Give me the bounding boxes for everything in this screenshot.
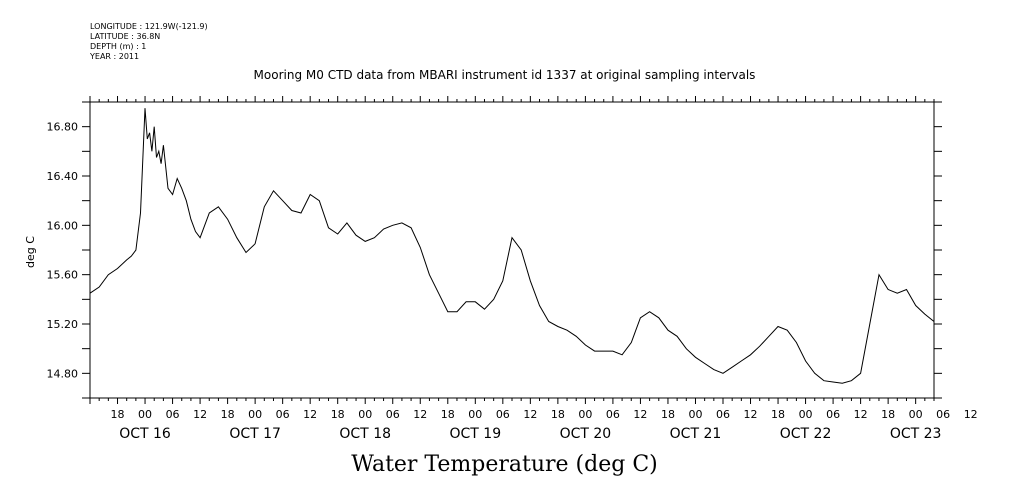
x-tick-label: 12 xyxy=(744,408,758,421)
x-tick-label: 00 xyxy=(248,408,262,421)
x-tick-label: 18 xyxy=(661,408,675,421)
y-tick-label: 16.40 xyxy=(47,170,79,183)
x-tick-label: 06 xyxy=(606,408,620,421)
x-tick-label: 00 xyxy=(688,408,702,421)
year-text: YEAR : 2011 xyxy=(90,52,140,61)
x-day-label: OCT 19 xyxy=(449,426,501,442)
x-tick-label: 00 xyxy=(138,408,152,421)
x-tick-label: 00 xyxy=(468,408,482,421)
x-tick-label: 12 xyxy=(303,408,317,421)
x-tick-label: 18 xyxy=(221,408,235,421)
chart-title: Mooring M0 CTD data from MBARI instrumen… xyxy=(253,68,756,82)
x-tick-label: 00 xyxy=(799,408,813,421)
y-tick-label: 16.00 xyxy=(47,219,79,232)
x-tick-label: 00 xyxy=(578,408,592,421)
x-tick-label: 06 xyxy=(386,408,400,421)
longitude-text: LONGITUDE : 121.9W(-121.9) xyxy=(90,22,208,31)
x-tick-label: 12 xyxy=(633,408,647,421)
x-tick-label: 12 xyxy=(964,408,978,421)
x-tick-label: 18 xyxy=(331,408,345,421)
x-day-label: OCT 20 xyxy=(560,426,612,442)
x-day-label: OCT 18 xyxy=(339,426,391,442)
x-tick-label: 18 xyxy=(881,408,895,421)
x-tick-label: 06 xyxy=(716,408,730,421)
x-tick-label: 18 xyxy=(771,408,785,421)
x-tick-label: 06 xyxy=(166,408,180,421)
x-tick-label: 00 xyxy=(909,408,923,421)
x-day-label: OCT 16 xyxy=(119,426,171,442)
x-tick-label: 12 xyxy=(413,408,427,421)
x-tick-label: 06 xyxy=(276,408,290,421)
y-tick-label: 14.80 xyxy=(47,367,79,380)
x-tick-label: 00 xyxy=(358,408,372,421)
metadata-block: LONGITUDE : 121.9W(-121.9) LATITUDE : 36… xyxy=(90,22,208,62)
x-day-label: OCT 23 xyxy=(890,426,942,442)
x-day-label: OCT 17 xyxy=(229,426,281,442)
y-tick-label: 15.60 xyxy=(47,269,79,282)
x-tick-label: 18 xyxy=(441,408,455,421)
y-axis-label: deg C xyxy=(24,236,37,268)
x-tick-label: 12 xyxy=(193,408,207,421)
latitude-text: LATITUDE : 36.8N xyxy=(90,32,161,41)
x-tick-label: 18 xyxy=(111,408,125,421)
y-tick-label: 15.20 xyxy=(47,318,79,331)
water-temperature-line xyxy=(89,108,935,384)
x-tick-label: 06 xyxy=(496,408,510,421)
x-tick-label: 12 xyxy=(854,408,868,421)
depth-text: DEPTH (m) : 1 xyxy=(90,42,147,51)
plot-frame xyxy=(89,101,935,399)
x-day-label: OCT 21 xyxy=(670,426,722,442)
y-tick-label: 16.80 xyxy=(47,121,79,134)
x-day-label: OCT 22 xyxy=(780,426,832,442)
x-tick-label: 06 xyxy=(826,408,840,421)
x-tick-label: 18 xyxy=(551,408,565,421)
x-tick-label: 12 xyxy=(523,408,537,421)
bottom-title: Water Temperature (deg C) xyxy=(351,452,658,477)
x-tick-label: 06 xyxy=(936,408,950,421)
